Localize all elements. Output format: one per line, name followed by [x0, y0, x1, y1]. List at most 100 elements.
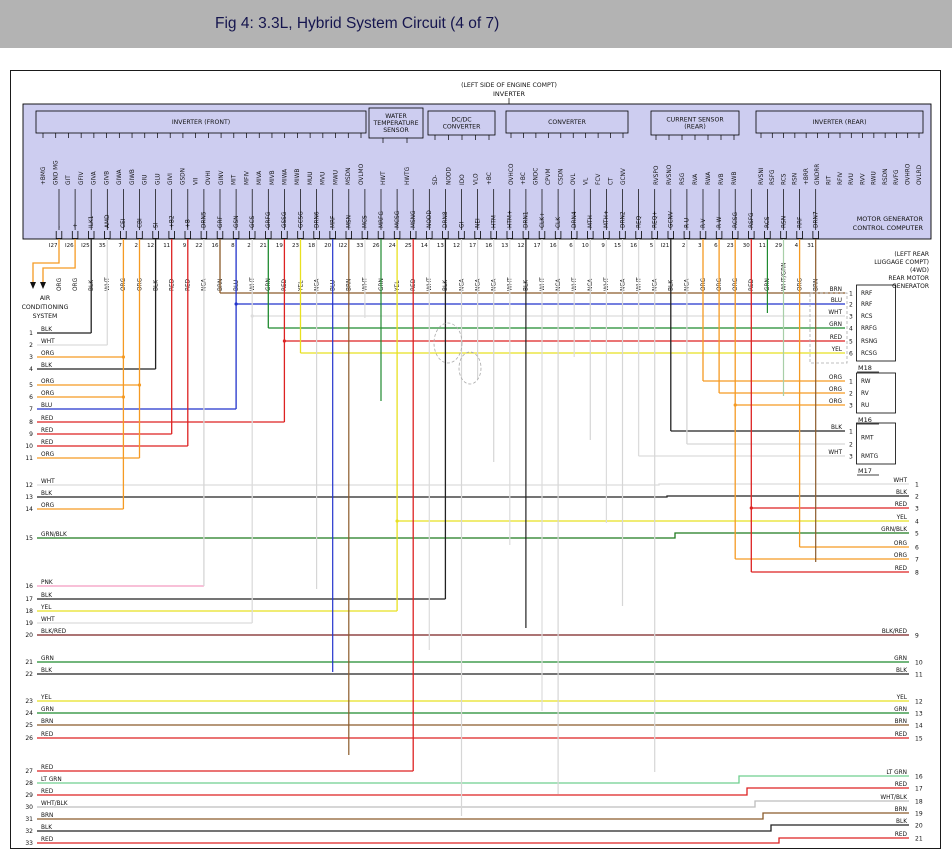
wire-color-label: NCA [556, 279, 562, 291]
right-row-label: BRN [895, 719, 907, 725]
group-pin-label: RMTG [861, 454, 879, 460]
bottom-pin-label: GRF [218, 216, 224, 228]
pin-number: 10 [582, 243, 589, 249]
left-row-number: 12 [25, 482, 33, 489]
group-row-number: 5 [849, 339, 853, 346]
top-pin-label: GIU [143, 175, 149, 185]
bottom-pin-label: REQ- [636, 213, 642, 228]
left-row-label: RED [41, 837, 54, 843]
through-wire [37, 532, 909, 539]
bottom-pin-label: MRF [331, 216, 337, 228]
connector-bracket [522, 231, 530, 239]
top-pin-label: RFIV [838, 172, 844, 185]
connector-bracket [168, 231, 175, 239]
pin-number: I25 [81, 243, 90, 249]
top-pin-label: GIWA [117, 169, 123, 185]
pin-number: 21 [260, 243, 267, 249]
left-row-label: GRN [41, 707, 54, 713]
top-note: (LEFT SIDE OF ENGINE COMPT) [461, 82, 557, 89]
through-wire [37, 775, 909, 784]
left-row-label: YEL [40, 605, 52, 611]
left-row-number: 17 [25, 596, 33, 603]
ac-system-label: CONDITIONING [22, 304, 69, 311]
pin-number: 22 [195, 243, 202, 249]
right-row-label: YEL [896, 695, 908, 701]
wire-color-label: BLK [443, 280, 449, 291]
group-row-label: ORG [829, 399, 843, 405]
group-box [856, 372, 896, 414]
left-row-label: ORG [41, 351, 55, 357]
bottom-pin-label: RSN [781, 216, 787, 228]
pin-number: I21 [661, 243, 670, 249]
bottom-pin-label: RRF [797, 217, 803, 228]
top-pin-label: GIVA [92, 171, 98, 185]
right-row-label: LT GRN [886, 770, 907, 776]
junction-dot [282, 339, 286, 343]
left-row-label: ORG [41, 391, 55, 397]
wire-color-label: RED [186, 278, 192, 291]
connector-bracket [458, 231, 465, 239]
group-pin-label: RRF [861, 291, 872, 297]
left-row-label: ORG [41, 452, 55, 458]
connector-bracket [393, 231, 401, 239]
bottom-pin-label: DRN2 [620, 211, 626, 228]
pin-number: 16 [485, 243, 492, 249]
top-pin-label: VL [583, 177, 589, 185]
bottom-pin-label: MTH+ [604, 210, 610, 228]
top-pin-label: RSG [680, 172, 686, 185]
pin-number: 16 [212, 243, 219, 249]
left-row-label: RED [41, 416, 54, 422]
pin-number: 12 [517, 243, 524, 249]
bottom-pin-label: + [73, 223, 79, 228]
group-row-number: 1 [849, 379, 853, 386]
left-row-number: 16 [25, 583, 33, 590]
connector-bracket [538, 231, 546, 239]
pin-number: 33 [356, 243, 363, 249]
connector-bracket [361, 231, 369, 239]
connector-bracket [764, 231, 771, 239]
top-pin-label: MSDN [346, 168, 352, 185]
left-row-number: 14 [25, 506, 33, 513]
top-pin-label: RVV [860, 173, 866, 185]
group-id: M16 [858, 416, 872, 424]
group-row-label: BLU [831, 298, 842, 304]
pin-number: 2 [682, 243, 686, 249]
top-pin-label: +BRR [804, 168, 810, 185]
left-row-label: ORG [41, 379, 55, 385]
through-wire [37, 787, 909, 796]
left-row-number: 21 [25, 659, 33, 666]
left-row-number: 33 [25, 840, 33, 847]
bottom-pin-label: HTM+ [508, 210, 514, 228]
pin-number: 9 [183, 243, 187, 249]
left-row-label: LT GRN [41, 777, 62, 783]
group-pin-label: RU [861, 403, 869, 409]
right-row-number: 13 [915, 711, 923, 718]
bottom-pin-label: RCS [765, 216, 771, 228]
bottom-pin-label: DRN4 [572, 211, 578, 228]
junction-dot [121, 395, 125, 399]
group-pin-label: RCS [861, 314, 873, 320]
wire-color-label: RED [749, 278, 755, 291]
pin-number: 18 [308, 243, 315, 249]
bottom-pin-label: NEI [475, 218, 481, 228]
bottom-pin-label: DRN8 [443, 211, 449, 228]
connector-bracket [732, 231, 739, 239]
top-pin-label: +BC [521, 172, 527, 185]
left-row-number: 32 [25, 828, 33, 835]
connector-bracket [587, 231, 594, 239]
pin-number: 5 [650, 243, 654, 249]
connector-bracket [232, 231, 240, 239]
wire-color-label: BLU [331, 280, 337, 291]
bottom-pin-label: MSNG [411, 210, 417, 228]
group-row-label: RED [830, 335, 843, 341]
group-pin-label: RSNG [861, 339, 878, 345]
pin-number: 6 [714, 243, 718, 249]
group-row-number: 3 [849, 454, 853, 461]
left-row-label: BLK [41, 825, 52, 831]
pin-number: 23 [292, 243, 299, 249]
right-row-label: WHT [893, 478, 907, 484]
top-pin-label: RVSPO [654, 165, 660, 185]
bottom-pin-label: CLK- [556, 215, 562, 228]
bottom-pin-label: GI [459, 222, 465, 228]
bottom-pin-label: MTH- [588, 213, 594, 228]
